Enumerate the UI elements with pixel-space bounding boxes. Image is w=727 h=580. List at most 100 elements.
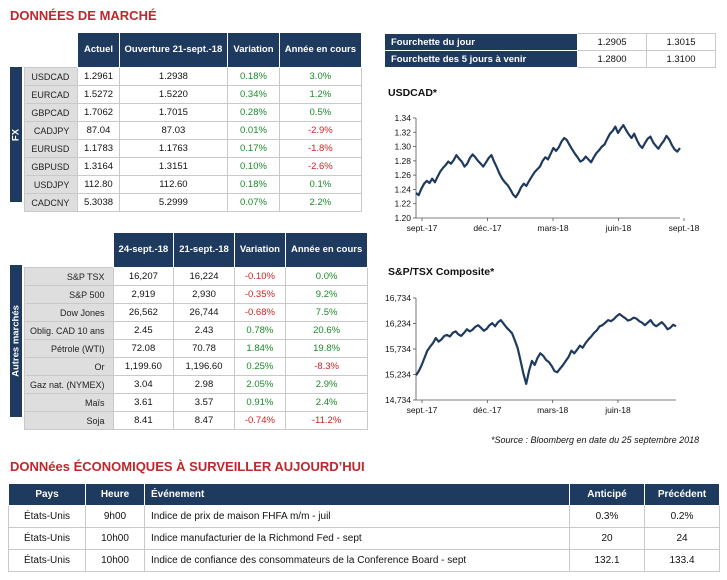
fx-header-actuel: Actuel bbox=[77, 32, 120, 68]
other-cell-var: 0.78% bbox=[233, 321, 286, 340]
other-row: Maïs 3.61 3.57 0.91% 2.4% bbox=[24, 393, 369, 412]
y-tick-label: 16,734 bbox=[385, 293, 411, 303]
range-high: 1.3100 bbox=[646, 50, 716, 68]
other-cell-c2: 2.43 bbox=[173, 321, 235, 340]
fx-header-variation: Variation bbox=[227, 32, 280, 68]
other-cell-label: S&P TSX bbox=[24, 267, 114, 286]
fx-row: GBPUSD 1.3164 1.3151 0.10% -2.6% bbox=[23, 157, 363, 176]
x-tick-label: mars-18 bbox=[537, 405, 568, 415]
other-cell-c1: 2,919 bbox=[112, 285, 175, 304]
tsx-chart: 14,734 15,234 15,734 16,234 16,734 sept.-17 dé… bbox=[385, 293, 677, 415]
x-tick-label: déc.-17 bbox=[473, 223, 502, 233]
fx-cell-c1: 87.04 bbox=[77, 121, 120, 140]
fx-row: CADJPY 87.04 87.03 0.01% -2.9% bbox=[23, 121, 363, 140]
fx-cell-label: CADJPY bbox=[23, 121, 79, 140]
other-cell-var: -0.35% bbox=[233, 285, 286, 304]
other-cell-label: Oblig. CAD 10 ans bbox=[24, 321, 114, 340]
other-cell-var: 0.91% bbox=[233, 393, 286, 412]
eco-cell-event: Indice de confiance des consommateurs de… bbox=[144, 549, 570, 572]
other-cell-c1: 72.08 bbox=[112, 339, 175, 358]
fx-cell-ytd: -2.6% bbox=[278, 157, 363, 176]
other-cell-c1: 8.41 bbox=[112, 411, 175, 430]
other-row: Gaz nat. (NYMEX) 3.04 2.98 2.05% 2.9% bbox=[24, 375, 369, 394]
eco-cell-event: Indice manufacturier de la Richmond Fed … bbox=[144, 527, 570, 550]
eco-cell-heure: 9h00 bbox=[85, 505, 145, 528]
fx-cell-c2: 1.2938 bbox=[118, 67, 229, 86]
other-cell-c2: 2.98 bbox=[173, 375, 235, 394]
other-cell-label: Or bbox=[24, 357, 114, 376]
series-line bbox=[415, 124, 681, 199]
other-cell-label: Maïs bbox=[24, 393, 114, 412]
eco-table: Pays Heure Événement Anticipé Précédent … bbox=[8, 483, 720, 572]
fx-cell-c1: 1.3164 bbox=[77, 157, 120, 176]
range-label: Fourchette des 5 jours à venir bbox=[384, 50, 578, 68]
x-tick-label: sept.-18 bbox=[669, 223, 700, 233]
fx-cell-var: 0.18% bbox=[227, 175, 280, 194]
fx-cell-c2: 1.3151 bbox=[118, 157, 229, 176]
other-header-date1: 24-sept.-18 bbox=[112, 232, 175, 268]
fx-table: Actuel Ouverture 21-sept.-18 Variation A… bbox=[23, 32, 363, 212]
other-row: Dow Jones 26,562 26,744 -0.68% 7.5% bbox=[24, 303, 369, 322]
fx-cell-var: 0.07% bbox=[227, 193, 280, 212]
fx-row: EURUSD 1.1783 1.1763 0.17% -1.8% bbox=[23, 139, 363, 158]
eco-cell-pays: États-Unis bbox=[8, 549, 86, 572]
other-cell-ytd: 7.5% bbox=[284, 303, 369, 322]
other-cell-c1: 3.61 bbox=[112, 393, 175, 412]
fx-cell-var: 0.34% bbox=[227, 85, 280, 104]
fx-cell-label: EURUSD bbox=[23, 139, 79, 158]
fx-cell-ytd: 2.2% bbox=[278, 193, 363, 212]
fx-cell-ytd: 3.0% bbox=[278, 67, 363, 86]
other-header-row: 24-sept.-18 21-sept.-18 Variation Année … bbox=[24, 232, 369, 268]
other-cell-label: Pétrole (WTI) bbox=[24, 339, 114, 358]
range-low: 1.2905 bbox=[577, 33, 647, 51]
fx-cell-label: USDCAD bbox=[23, 67, 79, 86]
y-tick-label: 1.32 bbox=[394, 127, 411, 137]
other-row: S&P TSX 16,207 16,224 -0.10% 0.0% bbox=[24, 267, 369, 286]
other-cell-ytd: 0.0% bbox=[284, 267, 369, 286]
range-high: 1.3015 bbox=[646, 33, 716, 51]
series-line bbox=[415, 312, 677, 385]
fx-cell-var: 0.18% bbox=[227, 67, 280, 86]
other-row: Or 1,199.60 1,196.60 0.25% -8.3% bbox=[24, 357, 369, 376]
other-cell-ytd: 20.6% bbox=[284, 321, 369, 340]
other-cell-var: -0.10% bbox=[233, 267, 286, 286]
y-tick-label: 1.34 bbox=[394, 113, 411, 123]
fx-cell-c1: 1.5272 bbox=[77, 85, 120, 104]
fx-row: EURCAD 1.5272 1.5220 0.34% 1.2% bbox=[23, 85, 363, 104]
eco-row: États-Unis 10h00 Indice manufacturier de l… bbox=[8, 527, 720, 550]
y-tick-label: 16,234 bbox=[385, 319, 411, 329]
fx-cell-var: 0.28% bbox=[227, 103, 280, 122]
other-cell-label: Gaz nat. (NYMEX) bbox=[24, 375, 114, 394]
other-cell-c1: 16,207 bbox=[112, 267, 175, 286]
fx-cell-ytd: 0.5% bbox=[278, 103, 363, 122]
range-row: Fourchette du jour 1.2905 1.3015 bbox=[384, 33, 716, 51]
y-tick-label: 1.30 bbox=[394, 142, 411, 152]
x-tick-label: juin-18 bbox=[605, 223, 632, 233]
x-tick-label: juin-18 bbox=[604, 405, 631, 415]
range-table: Fourchette du jour 1.2905 1.3015 Fourche… bbox=[384, 33, 716, 68]
y-tick-label: 1.24 bbox=[394, 184, 411, 194]
fx-cell-label: EURCAD bbox=[23, 85, 79, 104]
tsx-chart-title: S&P/TSX Composite* bbox=[388, 266, 495, 278]
y-tick-label: 15,734 bbox=[385, 344, 411, 354]
fx-cell-c2: 5.2999 bbox=[118, 193, 229, 212]
other-cell-ytd: 9.2% bbox=[284, 285, 369, 304]
other-side-label: Autres marchés bbox=[10, 265, 22, 417]
fx-cell-c1: 1.1783 bbox=[77, 139, 120, 158]
other-cell-var: -0.74% bbox=[233, 411, 286, 430]
other-cell-label: S&P 500 bbox=[24, 285, 114, 304]
fx-cell-c1: 1.7062 bbox=[77, 103, 120, 122]
fx-cell-label: USDJPY bbox=[23, 175, 79, 194]
fx-cell-c2: 1.1763 bbox=[118, 139, 229, 158]
fx-cell-c2: 1.5220 bbox=[118, 85, 229, 104]
fx-cell-c1: 112.80 bbox=[77, 175, 120, 194]
eco-cell-heure: 10h00 bbox=[85, 549, 145, 572]
eco-cell-event: Indice de prix de maison FHFA m/m - juil bbox=[144, 505, 570, 528]
other-row: Pétrole (WTI) 72.08 70.78 1.84% 19.8% bbox=[24, 339, 369, 358]
other-header-variation: Variation bbox=[233, 232, 286, 268]
other-markets-table: 24-sept.-18 21-sept.-18 Variation Année … bbox=[24, 232, 369, 430]
x-tick-label: sept.-17 bbox=[407, 223, 438, 233]
usdcad-chart-title: USDCAD* bbox=[388, 87, 438, 99]
eco-header-heure: Heure bbox=[85, 483, 145, 506]
other-cell-c1: 1,199.60 bbox=[112, 357, 175, 376]
